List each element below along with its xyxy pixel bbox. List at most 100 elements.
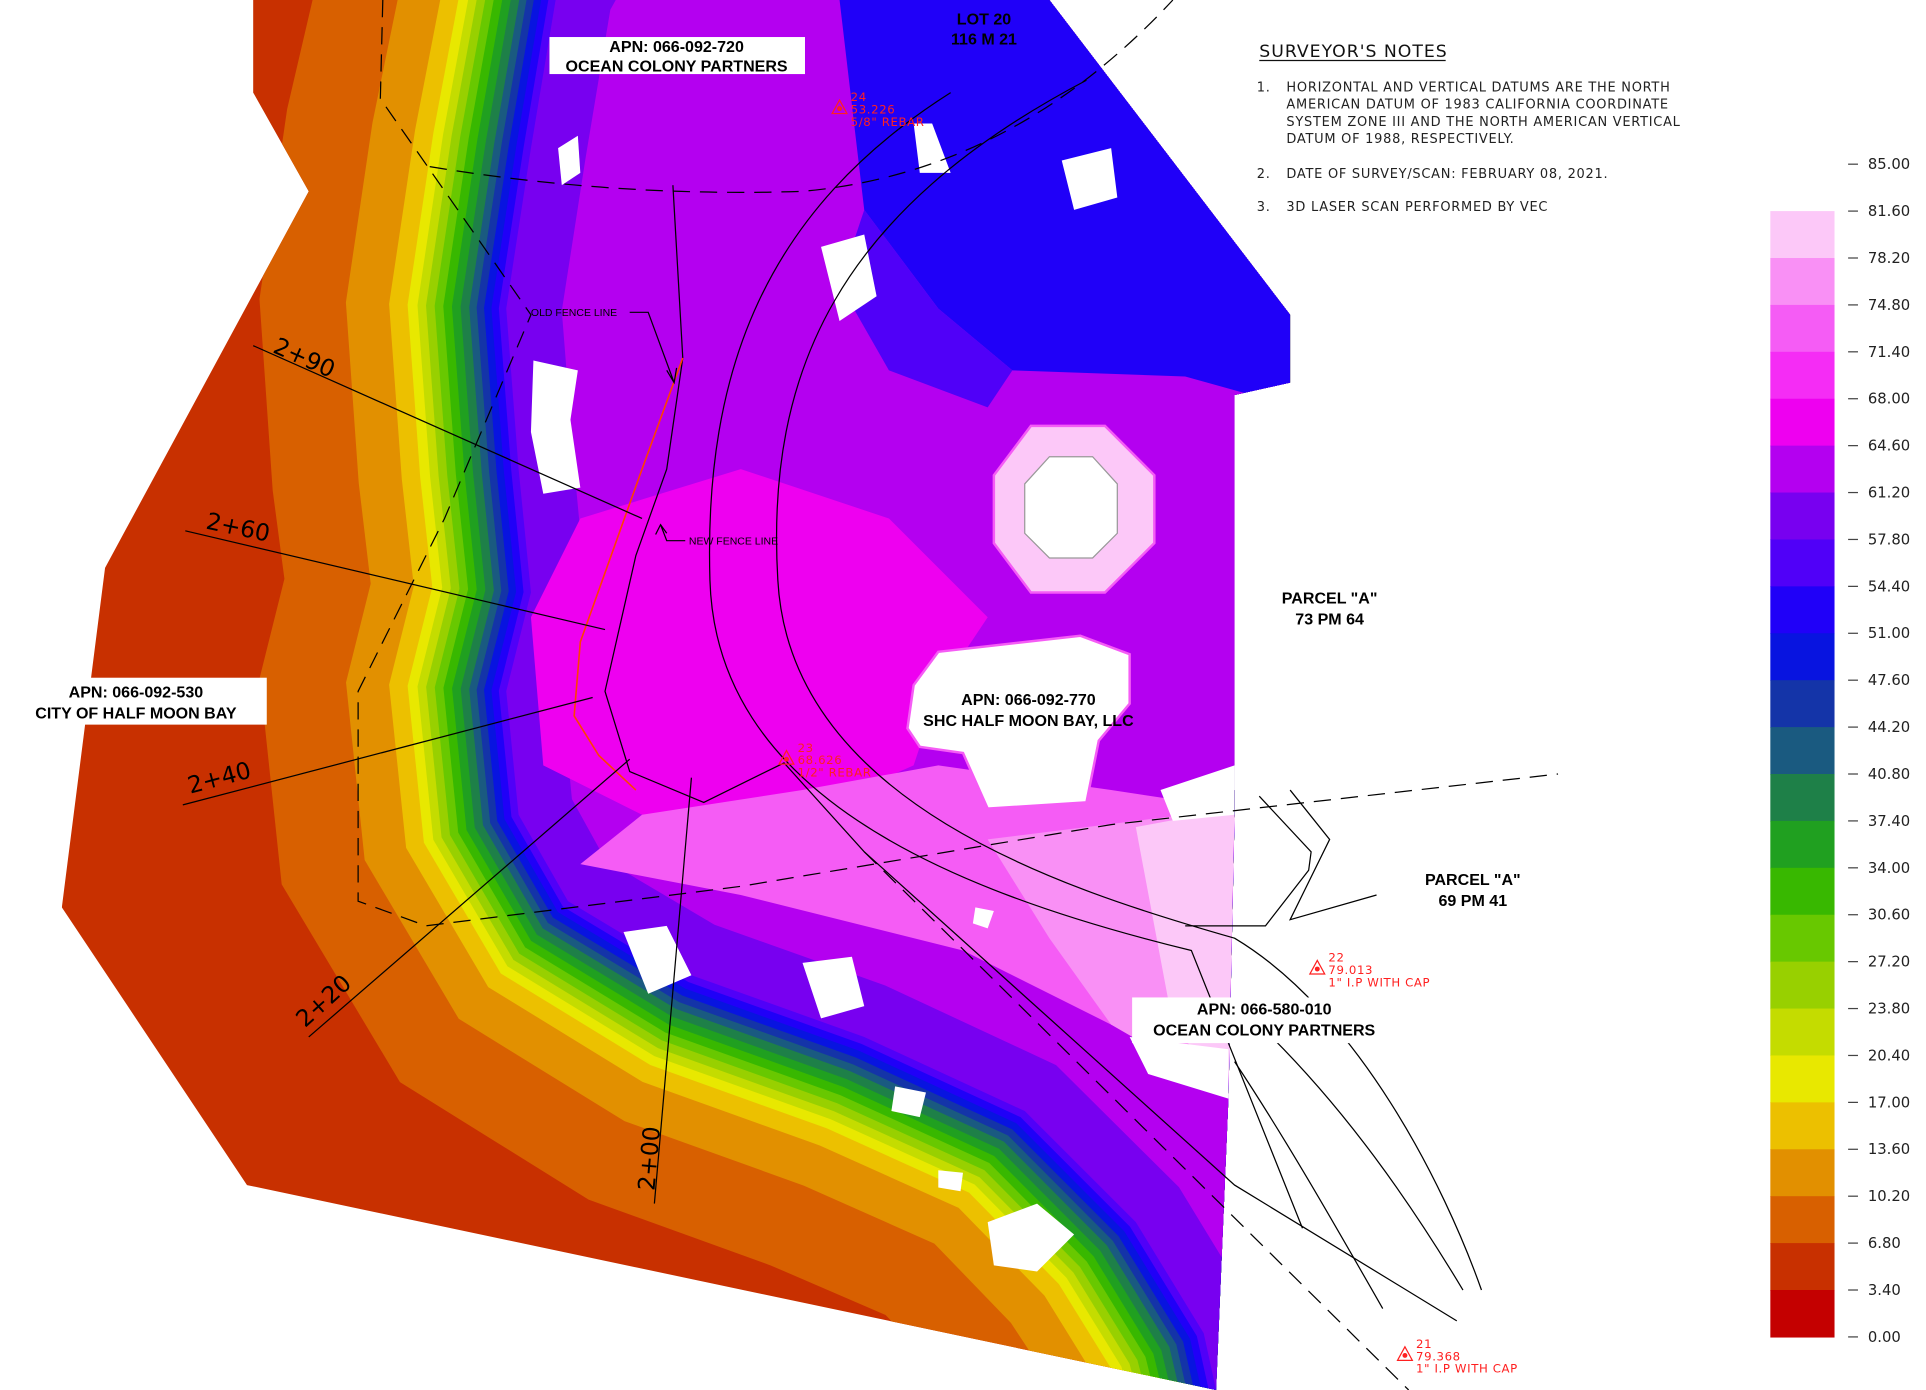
legend-tick-label: 68.00 [1868,391,1910,408]
no-data-patches [530,123,1235,1272]
notes-title: SURVEYOR'S NOTES [1259,42,1447,62]
svg-text:116 M 21: 116 M 21 [951,30,1017,48]
svg-text:53.226: 53.226 [851,103,896,117]
octagon-building [992,424,1156,594]
linework [182,0,1559,1390]
station-line-240 [182,696,593,806]
legend-tick-label: 40.80 [1868,766,1910,783]
legend-tick-label: 6.80 [1868,1235,1901,1252]
legend-band [1770,1102,1835,1150]
legend-tick-label: 13.60 [1868,1141,1910,1158]
legend-band [1770,1149,1835,1197]
triangle-marker-icon [1396,1345,1414,1361]
legend-band [1770,1055,1835,1103]
old-fence-leader [629,311,678,385]
legend-tick-label: 54.40 [1868,578,1910,595]
station-line-260 [185,530,606,631]
legend-band [1770,727,1835,775]
control-point-24[interactable]: 24 53.226 5/8" REBAR [831,90,925,129]
road-line-inner [775,79,1483,1291]
legend-band [1770,492,1835,541]
note-line: 3D LASER SCAN PERFORMED BY VEC [1286,200,1548,215]
legend-tick-label: 23.80 [1868,1000,1910,1017]
svg-text:5/8" REBAR: 5/8" REBAR [851,115,925,129]
legend-band [1770,1290,1835,1338]
parcel-label-apn-066-092-720: APN: 066-092-720 OCEAN COLONY PARTNERS [549,37,805,76]
driveway-line-1 [1185,795,1312,927]
svg-text:73 PM 64: 73 PM 64 [1295,611,1364,629]
legend-tick-label: 78.20 [1868,250,1910,267]
surveyors-notes: SURVEYOR'S NOTES 1. HORIZONTAL AND VERTIC… [1257,42,1680,215]
legend-band [1770,680,1835,728]
legend-tick-label: 17.00 [1868,1094,1910,1111]
new-fence-label: NEW FENCE LINE [689,536,778,547]
property-line-west [357,0,1559,927]
note-number: 3. [1257,200,1271,215]
parcel-label-parcel-a-73-pm-64: PARCEL "A" 73 PM 64 [1282,590,1378,629]
note-line: SYSTEM ZONE III AND THE NORTH AMERICAN V… [1286,115,1680,130]
svg-text:APN: 066-092-720: APN: 066-092-720 [609,38,744,56]
legend-tick-label: 47.60 [1868,672,1910,689]
svg-text:PARCEL "A": PARCEL "A" [1425,871,1521,889]
control-point-22[interactable]: 22 79.013 1" I.P WITH CAP [1308,951,1430,990]
old-fence-line [604,185,1458,1322]
new-fence-leader [655,523,686,542]
upper-blue-zone [839,0,1291,408]
legend-tick-label: 10.20 [1868,1188,1910,1205]
legend-tick-label: 34.00 [1868,860,1910,877]
parcel-label-apn-066-092-770: APN: 066-092-770 SHC HALF MOON BAY, LLC [923,691,1134,730]
legend-band [1770,445,1835,494]
station-label-200: 2+00 [632,1125,666,1192]
property-line-southeast [863,851,1410,1390]
right-no-data-area [1234,395,1291,791]
svg-text:24: 24 [851,90,867,104]
legend-band [1770,211,1835,259]
street-line-1 [1234,1061,1384,1309]
svg-text:1/2" REBAR: 1/2" REBAR [798,765,872,779]
svg-text:PARCEL "A": PARCEL "A" [1282,590,1378,608]
note-line: DATE OF SURVEY/SCAN: FEBRUARY 08, 2021. [1286,167,1608,182]
svg-text:23: 23 [798,741,814,755]
control-point-23[interactable]: 23 68.626 1/2" REBAR [778,741,872,780]
legend-band [1770,1243,1835,1291]
legend-band [1770,398,1835,447]
driveway-line-2 [1288,789,1377,921]
svg-text:OCEAN COLONY PARTNERS: OCEAN COLONY PARTNERS [1153,1022,1375,1040]
legend-band [1770,867,1835,916]
control-point-21[interactable]: 21 79.368 1" I.P WITH CAP [1396,1337,1518,1376]
svg-text:APN: 066-092-530: APN: 066-092-530 [69,683,204,701]
svg-text:79.013: 79.013 [1328,963,1373,977]
legend-band [1770,1196,1835,1244]
legend-band [1770,820,1835,869]
legend-tick-label: 71.40 [1868,344,1910,361]
svg-text:79.368: 79.368 [1416,1349,1461,1363]
elevation-surface [61,0,1291,1390]
legend-band [1770,539,1835,587]
note-line: AMERICAN DATUM OF 1983 CALIFORNIA COORDI… [1286,98,1668,113]
legend-tick-label: 81.60 [1868,203,1910,220]
svg-text:APN: 066-580-010: APN: 066-580-010 [1197,1001,1332,1019]
legend-tick-label: 37.40 [1868,813,1910,830]
note-number: 1. [1257,80,1271,95]
magenta-zone [530,469,988,815]
parcel-label-apn-066-092-530: APN: 066-092-530 CITY OF HALF MOON BAY [22,677,267,725]
new-fence-line [573,357,684,791]
property-line-north [429,0,1174,193]
svg-text:OCEAN COLONY PARTNERS: OCEAN COLONY PARTNERS [566,58,788,76]
legend-tick-label: 85.00 [1868,156,1910,173]
legend-band [1770,258,1835,306]
legend-tick-label: 44.20 [1868,719,1910,736]
svg-text:LOT 20: LOT 20 [957,11,1011,29]
legend-band [1770,961,1835,1010]
violet-zone [839,209,1013,408]
legend-tick-label: 27.20 [1868,954,1910,971]
parcel-label-apn-066-580-010: APN: 066-580-010 OCEAN COLONY PARTNERS [1132,997,1386,1044]
svg-text:68.626: 68.626 [798,753,843,767]
parcel-label-parcel-a-69-pm-41: PARCEL "A" 69 PM 41 [1425,871,1521,910]
legend-band [1770,1008,1835,1057]
svg-text:APN: 066-092-770: APN: 066-092-770 [961,691,1096,709]
triangle-marker-icon [831,98,849,115]
legend-band [1770,914,1835,963]
svg-text:1" I.P WITH CAP: 1" I.P WITH CAP [1416,1362,1518,1376]
